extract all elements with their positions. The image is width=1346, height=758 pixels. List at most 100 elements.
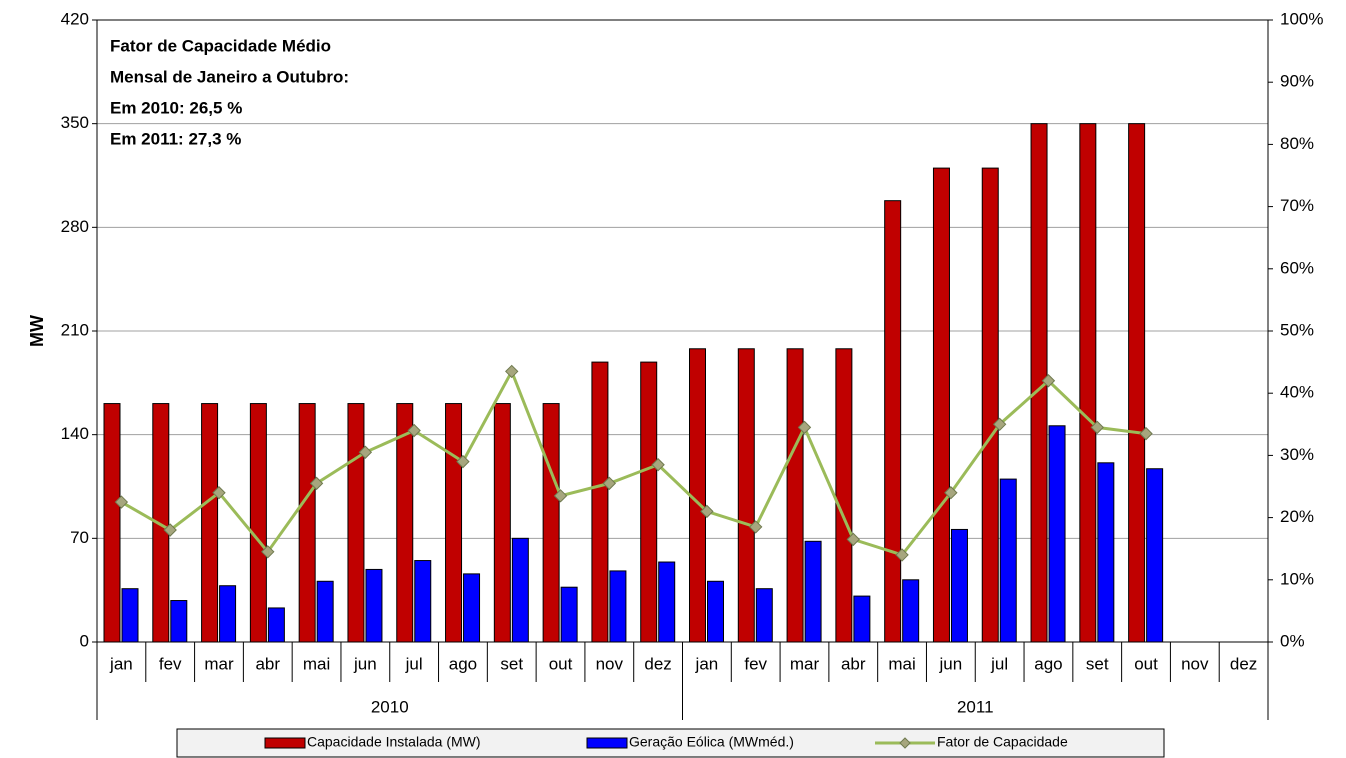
- y2-tick-label: 90%: [1280, 72, 1314, 91]
- bar: [835, 348, 853, 643]
- line-marker: [1041, 374, 1056, 388]
- x-tick-label: out: [549, 654, 573, 673]
- y2-tick-label: 30%: [1280, 445, 1314, 464]
- x-tick-label: jun: [353, 654, 377, 673]
- bar: [1079, 123, 1097, 643]
- x-tick-label: jan: [695, 654, 719, 673]
- x-tick-label: abr: [841, 654, 866, 673]
- bar: [786, 348, 804, 643]
- line-marker: [309, 476, 324, 491]
- legend-swatch: [264, 737, 306, 749]
- bar: [316, 580, 334, 643]
- annotation: Em 2010: 26,5 %: [110, 98, 242, 117]
- y-tick-label: 70: [70, 528, 89, 547]
- x-tick-label: jan: [109, 654, 133, 673]
- line-marker: [114, 495, 129, 509]
- bar: [267, 607, 285, 643]
- annotation: Em 2011: 27,3 %: [110, 129, 241, 148]
- annotation: Fator de Capacidade Médio: [110, 36, 331, 55]
- line-marker: [261, 545, 275, 559]
- bar: [1048, 425, 1066, 643]
- bar: [542, 403, 560, 643]
- line-marker: [1139, 426, 1153, 441]
- x-tick-label: fev: [744, 654, 767, 673]
- bar: [591, 361, 609, 643]
- line-marker: [700, 504, 714, 519]
- legend-label: Geração Eólica (MWméd.): [629, 734, 794, 750]
- line-marker: [846, 532, 860, 547]
- legend-swatch: [586, 737, 628, 749]
- annotation: Mensal de Janeiro a Outubro:: [110, 67, 349, 86]
- bar: [902, 579, 920, 643]
- y2-tick-label: 100%: [1280, 9, 1323, 28]
- y-tick-label: 210: [61, 320, 89, 339]
- y2-tick-label: 40%: [1280, 383, 1314, 402]
- group-label: 2010: [371, 697, 409, 716]
- line-marker: [651, 458, 665, 472]
- bar: [445, 403, 463, 643]
- bar: [737, 348, 755, 643]
- line-marker: [456, 454, 470, 469]
- bar: [999, 478, 1017, 643]
- y2-tick-label: 60%: [1280, 258, 1314, 277]
- bar: [170, 600, 188, 643]
- bar: [219, 585, 237, 643]
- x-tick-label: dez: [644, 654, 671, 673]
- bar: [932, 167, 950, 643]
- line-marker: [212, 486, 226, 500]
- x-tick-label: jul: [405, 654, 423, 673]
- line: [120, 367, 1147, 557]
- bar: [804, 540, 822, 643]
- y2-tick-label: 10%: [1280, 569, 1314, 588]
- y-tick-label: 420: [61, 9, 89, 28]
- y-tick-label: 280: [61, 217, 89, 236]
- y-tick-label: 0: [80, 631, 89, 650]
- x-tick-label: jun: [939, 654, 963, 673]
- y-axis-label: MW: [27, 315, 47, 347]
- x-tick-label: mai: [888, 654, 915, 673]
- bar: [121, 588, 139, 643]
- bar: [463, 573, 481, 643]
- x-tick-label: mar: [790, 654, 820, 673]
- x-tick-label: nov: [596, 654, 624, 673]
- y2-tick-label: 50%: [1280, 320, 1314, 339]
- y2-tick-label: 70%: [1280, 196, 1314, 215]
- x-tick-label: out: [1134, 654, 1158, 673]
- x-tick-label: jul: [990, 654, 1008, 673]
- legend-swatch: [899, 737, 911, 749]
- line-marker: [163, 523, 177, 537]
- legend-box: [176, 728, 1165, 758]
- bar: [365, 568, 383, 643]
- line-marker: [602, 476, 617, 491]
- bar: [493, 403, 511, 643]
- x-tick-label: ago: [1034, 654, 1062, 673]
- x-tick-label: ago: [449, 654, 477, 673]
- bar: [853, 595, 871, 643]
- bar: [347, 403, 365, 643]
- y-tick-label: 140: [61, 424, 89, 443]
- x-tick-label: mai: [303, 654, 330, 673]
- bar: [560, 586, 578, 643]
- bar: [396, 403, 414, 643]
- bar: [103, 403, 121, 643]
- x-tick-label: mar: [204, 654, 234, 673]
- bar: [152, 403, 170, 643]
- bar: [609, 570, 627, 643]
- line-marker: [358, 445, 373, 459]
- line-marker: [797, 420, 812, 435]
- bar: [249, 403, 267, 643]
- bar: [755, 588, 773, 643]
- bar: [950, 528, 968, 643]
- y2-tick-label: 0%: [1280, 631, 1305, 650]
- bar: [201, 403, 219, 643]
- bar: [511, 537, 529, 643]
- bar: [981, 167, 999, 643]
- x-tick-label: dez: [1230, 654, 1257, 673]
- line-marker: [944, 486, 958, 500]
- line-marker: [505, 364, 519, 379]
- bar: [884, 200, 902, 643]
- x-tick-label: nov: [1181, 654, 1209, 673]
- bar: [1097, 462, 1115, 643]
- bar: [1146, 468, 1164, 643]
